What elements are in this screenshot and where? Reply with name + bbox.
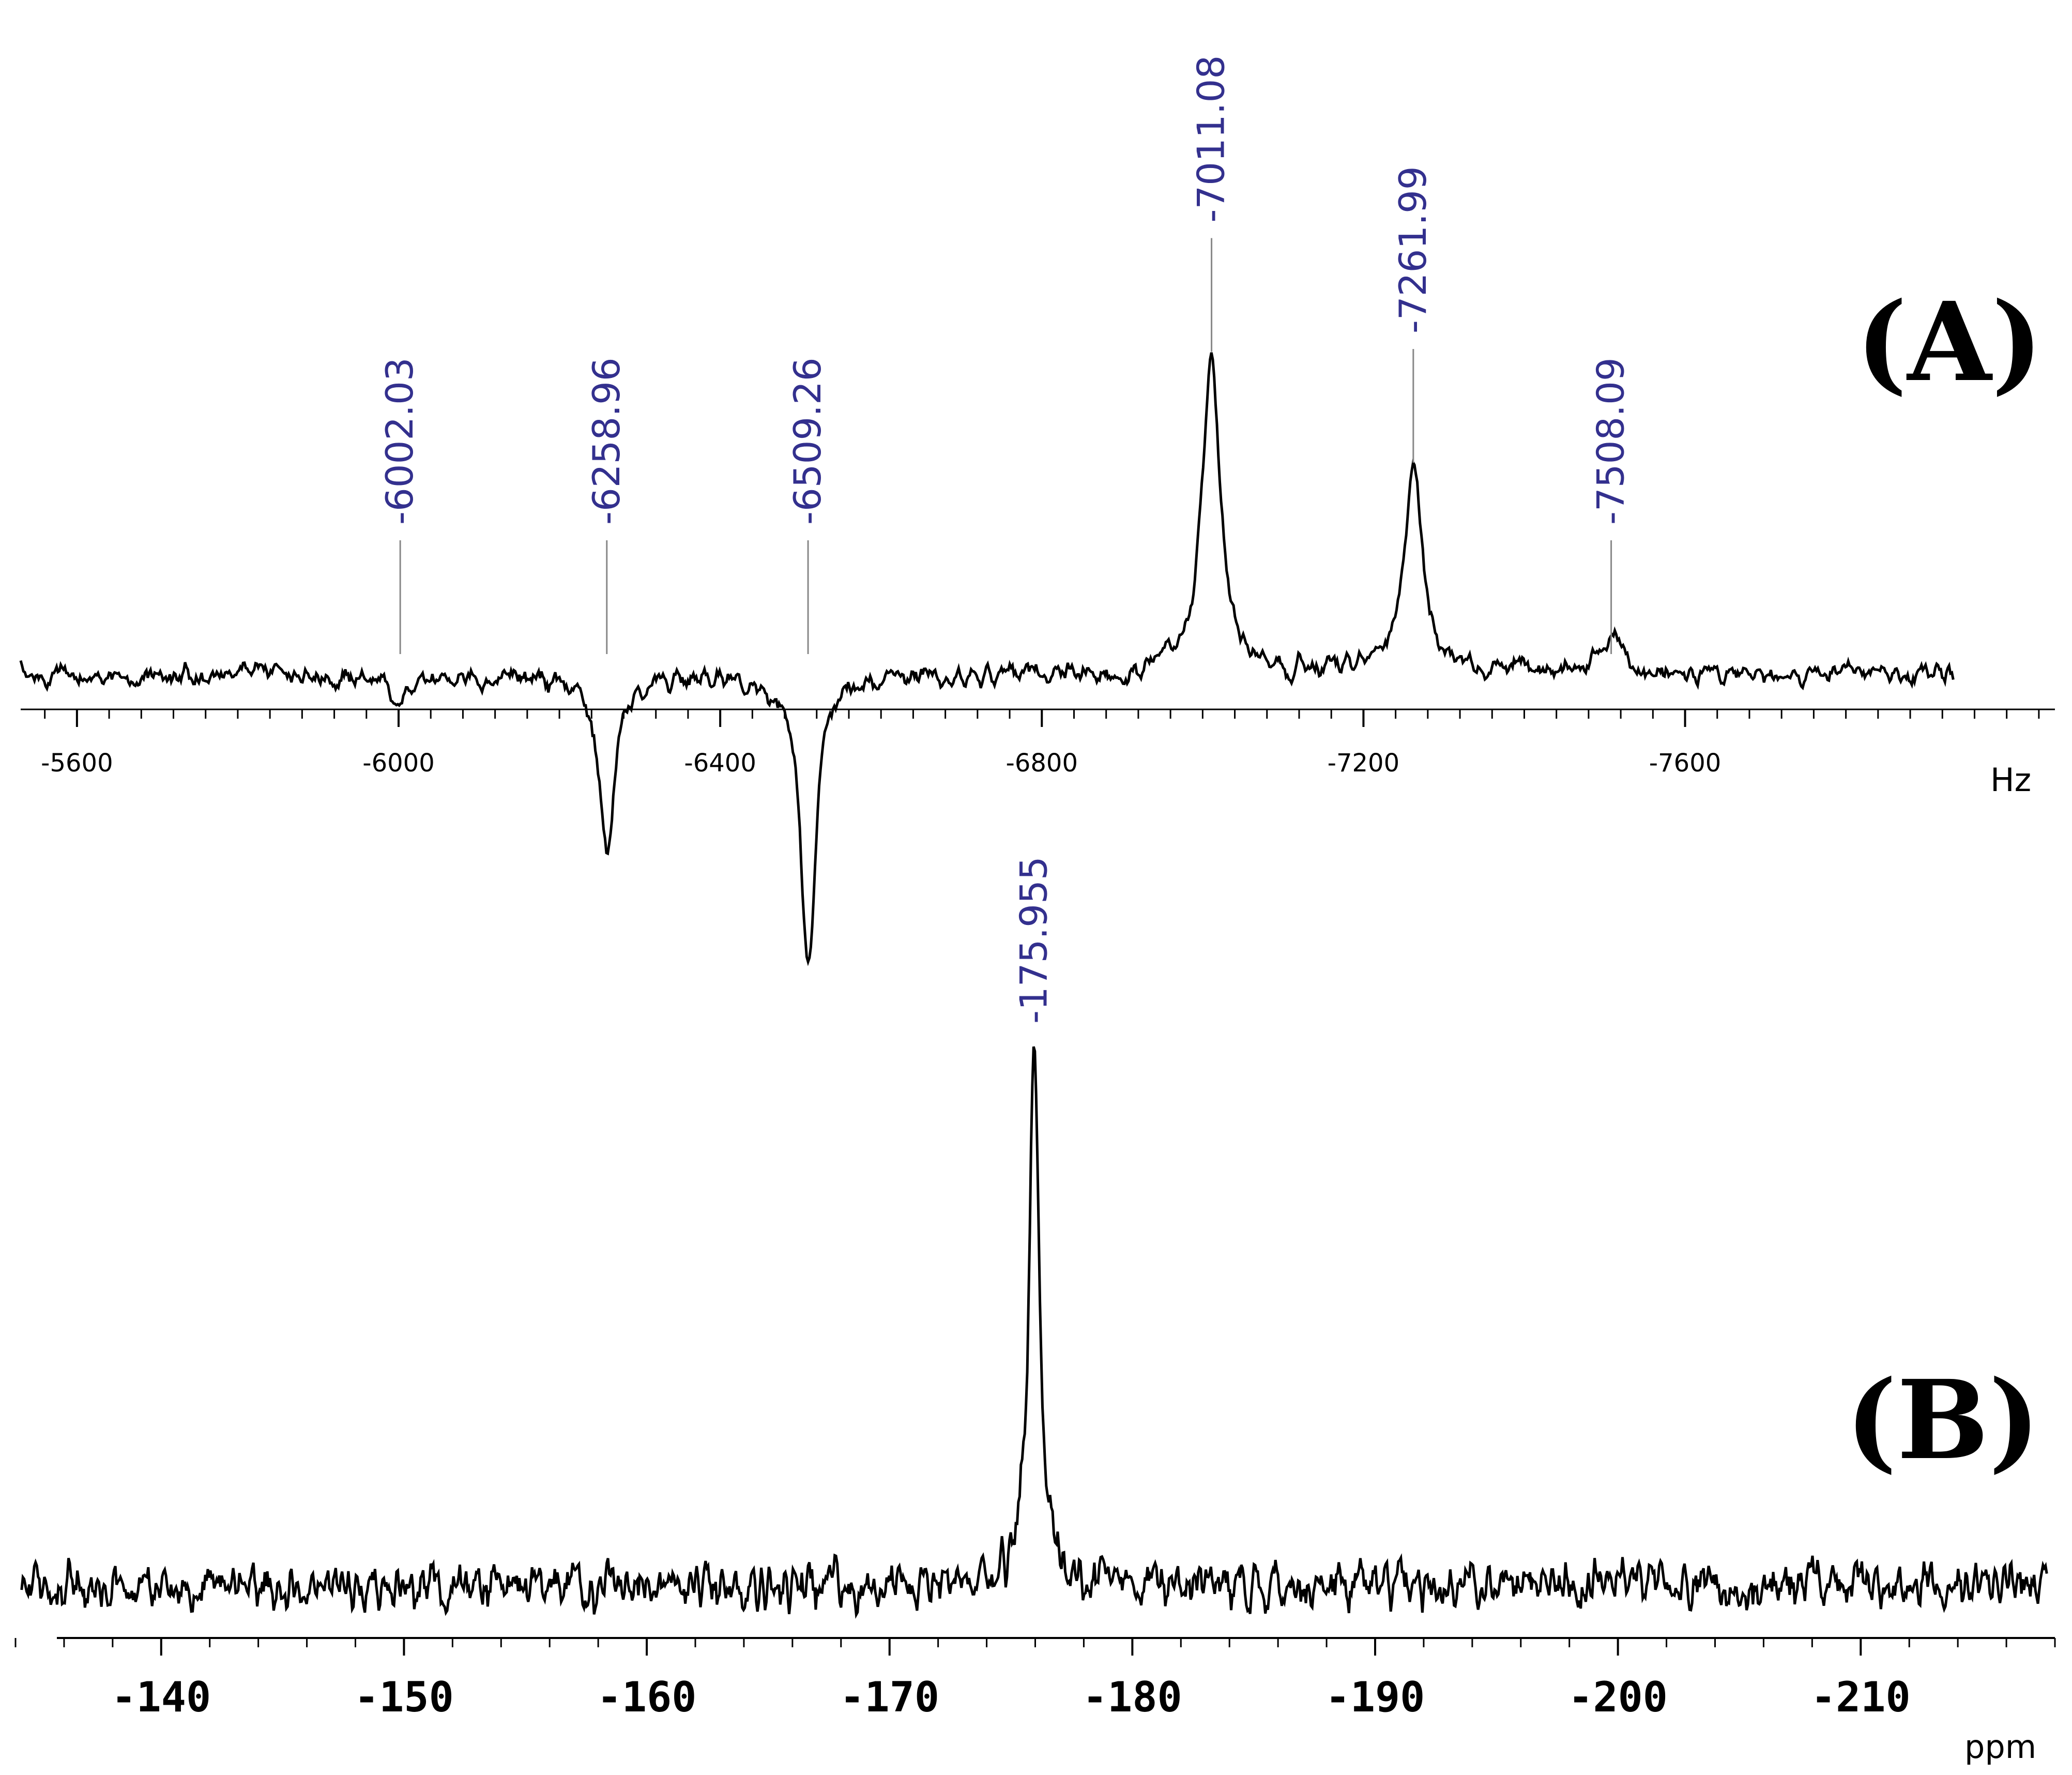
panel-b-spectrum-trace <box>20 1046 2048 1619</box>
x-tick-label: -7600 <box>1649 749 1721 778</box>
x-tick-label: -7200 <box>1328 749 1399 778</box>
peak-label: -175.955 <box>1012 856 1055 1024</box>
peak-label: -6002.03 <box>378 357 421 525</box>
x-tick-label: -140 <box>111 1673 211 1721</box>
panel-b-peak-annotations: -175.955 <box>1012 856 1055 1024</box>
panel-a: (A) -5600 -6000 -6400 -6800 -7200 -7600 Hz -6… <box>19 55 2055 966</box>
x-tick-label: -5600 <box>41 749 113 778</box>
peak-label: -7261.99 <box>1391 166 1435 333</box>
peak-label: -6509.26 <box>786 357 829 525</box>
panel-a-peak-annotations: -6002.03 -6258.96 -6509.26 -7011.08 -7261.99… <box>378 55 1633 654</box>
panel-b-x-axis-unit: ppm <box>1964 1728 2036 1766</box>
panel-b-tick-labels: -140 -150 -160 -170 -180 -190 -200 -210 <box>111 1673 1910 1721</box>
x-tick-label: -6800 <box>1006 749 1078 778</box>
panel-a-x-axis-unit: Hz <box>1990 761 2031 799</box>
x-tick-label: -200 <box>1568 1673 1668 1721</box>
panel-a-ticks <box>44 709 2040 727</box>
x-tick-label: -190 <box>1326 1673 1425 1721</box>
panel-a-label: (A) <box>1856 278 2043 406</box>
panel-a-tick-labels: -5600 -6000 -6400 -6800 -7200 -7600 <box>41 749 1721 778</box>
panel-b-ticks <box>14 1638 2056 1656</box>
panel-b: (B) -140 -150 -160 -170 -180 -190 -200 -210 ppm… <box>14 856 2056 1766</box>
panel-a-spectrum-trace <box>19 352 1955 966</box>
peak-label: -6258.96 <box>585 357 628 525</box>
x-tick-label: -170 <box>840 1673 939 1721</box>
peak-label: -7011.08 <box>1190 55 1233 223</box>
x-tick-label: -6400 <box>684 749 756 778</box>
x-tick-label: -150 <box>354 1673 454 1721</box>
x-tick-label: -6000 <box>362 749 434 778</box>
x-tick-label: -180 <box>1083 1673 1182 1721</box>
panel-b-label: (B) <box>1846 1356 2040 1484</box>
x-tick-label: -160 <box>597 1673 697 1721</box>
peak-label: -7508.09 <box>1589 357 1633 525</box>
x-tick-label: -210 <box>1811 1673 1911 1721</box>
